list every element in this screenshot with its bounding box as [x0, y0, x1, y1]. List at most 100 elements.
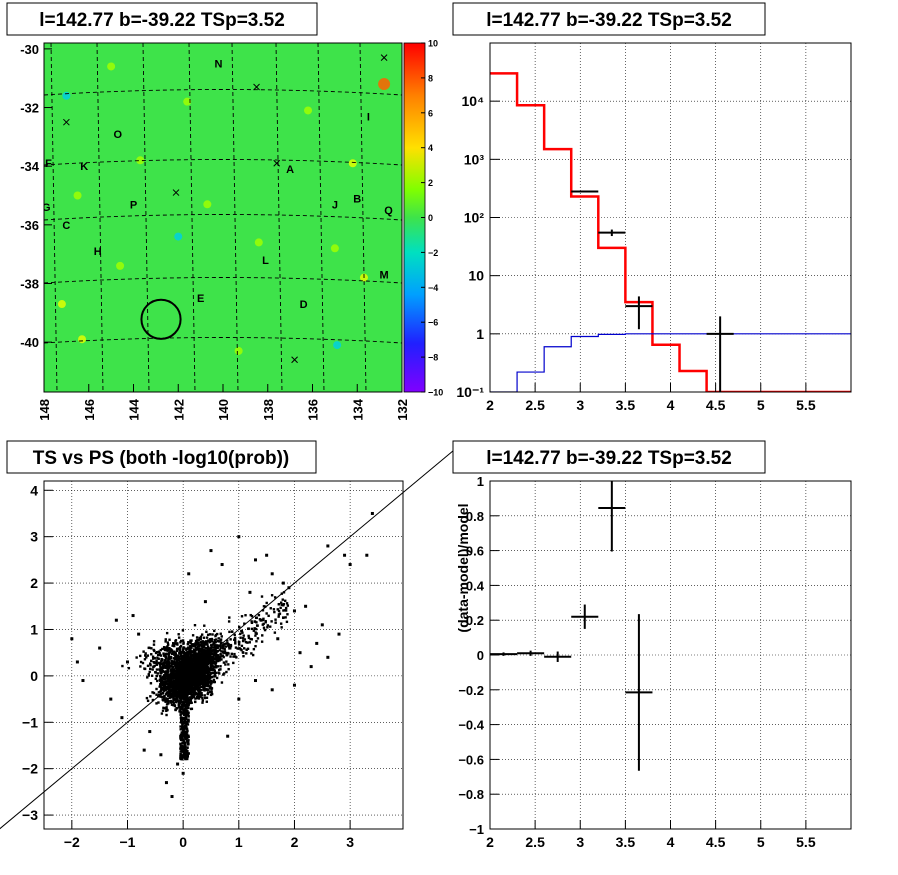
- scatter-point: [189, 676, 192, 680]
- scatter-point: [125, 660, 129, 664]
- scatter-point: [155, 693, 158, 696]
- scatter-point: [159, 690, 162, 693]
- scatter-point: [175, 657, 178, 661]
- scatter-point: [242, 634, 245, 637]
- scatter-point: [178, 689, 182, 693]
- scatter-point: [175, 655, 179, 659]
- scatter-point: [174, 708, 177, 711]
- scatter-point: [320, 623, 324, 627]
- scatter-point: [203, 677, 206, 681]
- skymap-marker-label: G: [42, 202, 51, 214]
- scatter-point: [198, 673, 202, 676]
- scatter-point: [161, 658, 164, 661]
- scatter-point: [159, 683, 162, 686]
- skymap-hotspot: [57, 300, 66, 309]
- scatter-point: [170, 668, 173, 671]
- residuals-x-tick-label: 4.5: [706, 834, 726, 850]
- scatter-point: [214, 664, 218, 668]
- scatter-point: [246, 647, 250, 650]
- scatter-point: [179, 674, 183, 677]
- scatter-point: [186, 659, 189, 662]
- scatter-point: [315, 641, 319, 645]
- scatter-point: [175, 675, 178, 678]
- histogram-y-tick-label: 10⁻¹: [456, 384, 484, 400]
- scatter-point: [326, 655, 330, 659]
- scatter-point: [179, 711, 183, 714]
- scatter-point: [181, 746, 185, 749]
- scatter-point: [189, 692, 193, 696]
- scatter-point: [160, 660, 163, 663]
- scatter-point: [177, 690, 180, 694]
- scatter-point: [170, 676, 173, 679]
- skymap-hotspot: [378, 78, 391, 91]
- scatter-point: [217, 668, 221, 672]
- scatter-point: [196, 666, 199, 669]
- scatter-point: [215, 644, 218, 647]
- scatter-point: [188, 648, 192, 652]
- scatter-point: [209, 646, 213, 650]
- scatter-point: [192, 669, 195, 672]
- scatter-point: [252, 629, 256, 632]
- scatter-point: [201, 696, 204, 700]
- scatter-point: [193, 685, 197, 688]
- scatter-point: [237, 535, 241, 539]
- scatter-point: [208, 640, 212, 644]
- scatter-point: [193, 693, 196, 696]
- scatter-point: [166, 679, 169, 683]
- scatter-point: [131, 614, 135, 618]
- scatter-point: [194, 684, 198, 688]
- histogram-grid: [490, 43, 851, 392]
- scatter-point: [159, 672, 163, 675]
- scatter-point: [230, 652, 234, 656]
- scatter-point: [180, 666, 183, 670]
- scatter-point: [201, 681, 205, 685]
- skymap-marker-label: A: [286, 164, 294, 176]
- residuals-y-tick-label: −0.4: [458, 718, 484, 733]
- scatter-point: [210, 661, 213, 664]
- scatter-point: [215, 659, 218, 663]
- scatter-point: [162, 670, 165, 673]
- scatter-point: [343, 553, 347, 557]
- scatter-point: [274, 621, 277, 624]
- skymap-hotspot: [333, 341, 342, 350]
- scatter-point: [224, 663, 227, 666]
- scatter-point: [221, 654, 225, 658]
- scatter-point: [197, 688, 200, 692]
- scatter-point: [279, 601, 283, 604]
- scatter-point: [198, 678, 202, 681]
- scatter-point: [203, 671, 207, 674]
- residuals-x-tick-label: 2: [486, 834, 494, 850]
- scatter-point: [267, 614, 270, 618]
- skymap-cross-marker: [172, 189, 180, 196]
- scatter-point: [151, 691, 154, 694]
- histogram-y-ticks: 10⁻¹ 1 10 10² 10³ 10⁴: [456, 93, 500, 400]
- scatter-point: [189, 655, 192, 659]
- scatter-point: [164, 693, 168, 696]
- scatter-point: [190, 639, 193, 642]
- scatter-point: [192, 658, 195, 662]
- scatter-point: [232, 661, 235, 665]
- scatter-point: [227, 667, 230, 671]
- scatter-point: [178, 686, 182, 689]
- scatter-point: [185, 720, 189, 724]
- skymap-grid-meridian: [359, 43, 367, 392]
- scatter-point: [234, 646, 238, 649]
- scatter-point: [206, 692, 209, 696]
- scatter-point: [195, 648, 199, 651]
- scatter-point: [206, 645, 210, 649]
- scatter-point: [209, 653, 212, 656]
- skymap-x-tick-label: 140: [216, 399, 231, 421]
- scatter-point: [180, 691, 183, 695]
- scatter-point: [174, 663, 178, 666]
- scatter-point: [166, 674, 169, 677]
- scatter-point: [176, 676, 180, 679]
- scatter-point: [167, 665, 170, 669]
- scatter-point: [209, 672, 212, 675]
- scatter-point: [217, 644, 220, 647]
- scatter-point: [247, 636, 251, 640]
- scatter-point: [239, 636, 242, 639]
- scatter-point: [242, 647, 246, 650]
- scatter-point: [176, 698, 179, 701]
- scatter-point: [165, 631, 169, 635]
- scatter-point: [284, 609, 288, 612]
